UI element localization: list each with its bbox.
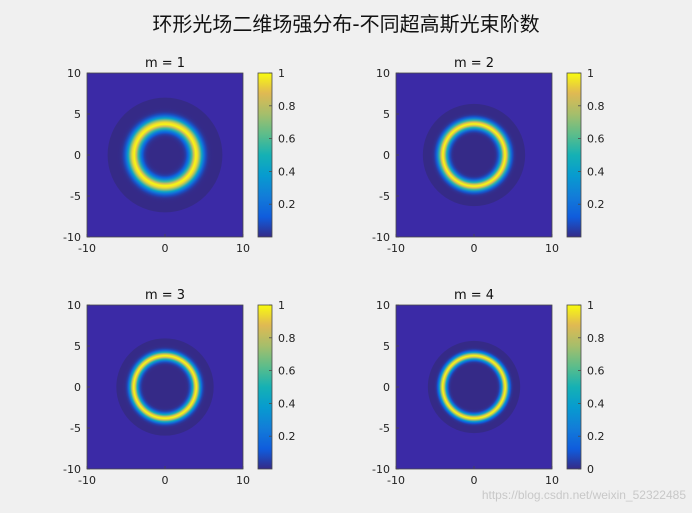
y-tick-label: 5 (383, 108, 390, 121)
y-tick-label: 5 (74, 340, 81, 353)
y-tick-label: 5 (74, 108, 81, 121)
colorbar-tick-label: 0.8 (587, 332, 605, 345)
colorbar-tick-label: 1 (278, 67, 285, 80)
colorbar-tick-label: 0.8 (587, 100, 605, 113)
ring-intensity-mark (116, 338, 214, 436)
y-tick-label: -5 (70, 190, 81, 203)
x-tick-label: -10 (78, 242, 96, 255)
y-tick-label: -10 (63, 463, 81, 476)
colorbar (257, 304, 273, 470)
colorbar-tick-label: 0.6 (587, 365, 605, 378)
ring-intensity-mark (427, 340, 521, 434)
colorbar-tick-label: 0.2 (278, 430, 296, 443)
ring-intensity-mark (422, 103, 526, 207)
figure-title: 环形光场二维场强分布-不同超高斯光束阶数 (152, 12, 539, 36)
y-tick-label: 10 (376, 299, 390, 312)
subplot-title: m = 3 (145, 288, 185, 303)
colorbar-tick-label: 0.2 (587, 430, 605, 443)
y-tick-label: 0 (74, 149, 81, 162)
x-tick-label: 10 (545, 474, 559, 487)
ring-intensity-mark (107, 97, 223, 213)
y-tick-label: -5 (379, 190, 390, 203)
colorbar-tick-label: 0.8 (278, 100, 296, 113)
colorbar-tick-label: 0.4 (278, 397, 296, 410)
x-tick-label: 0 (471, 242, 478, 255)
x-tick-label: -10 (78, 474, 96, 487)
colorbar-tick-label: 0.4 (587, 397, 605, 410)
y-tick-label: -10 (372, 231, 390, 244)
colorbar (566, 72, 582, 238)
subplot-2: m = 2 -10 0 10 10 5 0 -5 -10 1 0.8 0.6 0.4 0.2 (372, 56, 604, 255)
colorbar (566, 304, 582, 470)
x-tick-label: 0 (162, 474, 169, 487)
colorbar-tick-label: 0 (587, 463, 594, 476)
subplot-1: m = 1 -10 0 10 10 5 0 -5 -10 1 0.8 0.6 0.4 0.2 (63, 56, 295, 255)
colorbar-tick-label: 1 (278, 299, 285, 312)
x-tick-label: -10 (387, 474, 405, 487)
y-tick-label: -5 (70, 422, 81, 435)
x-tick-label: -10 (387, 242, 405, 255)
y-tick-label: -5 (379, 422, 390, 435)
subplot-4: m = 4 -10 0 10 10 5 0 -5 -10 1 0.8 0.6 0.4 0.2 0 (372, 288, 604, 487)
colorbar-tick-label: 0.4 (278, 165, 296, 178)
x-tick-label: 10 (236, 242, 250, 255)
y-tick-label: 10 (376, 67, 390, 80)
subplot-title: m = 1 (145, 56, 185, 71)
y-tick-label: 10 (67, 67, 81, 80)
y-tick-label: 0 (74, 381, 81, 394)
x-tick-label: 0 (162, 242, 169, 255)
x-tick-label: 10 (236, 474, 250, 487)
subplot-3: m = 3 -10 0 10 10 5 0 -5 -10 1 0.8 0.6 0.4 0.2 (63, 288, 295, 487)
watermark-text: https://blog.csdn.net/weixin_52322485 (482, 488, 686, 502)
subplot-title: m = 2 (454, 56, 494, 71)
colorbar-tick-label: 1 (587, 299, 594, 312)
y-tick-label: 10 (67, 299, 81, 312)
x-tick-label: 10 (545, 242, 559, 255)
x-tick-label: 0 (471, 474, 478, 487)
colorbar-tick-label: 0.8 (278, 332, 296, 345)
y-tick-label: 0 (383, 381, 390, 394)
colorbar-tick-label: 0.6 (587, 133, 605, 146)
y-tick-label: 0 (383, 149, 390, 162)
colorbar-tick-label: 0.6 (278, 133, 296, 146)
subplot-title: m = 4 (454, 288, 494, 303)
colorbar-tick-label: 0.2 (587, 198, 605, 211)
colorbar-tick-label: 0.6 (278, 365, 296, 378)
colorbar-tick-label: 1 (587, 67, 594, 80)
colorbar-tick-label: 0.4 (587, 165, 605, 178)
y-tick-label: -10 (63, 231, 81, 244)
colorbar-tick-label: 0.2 (278, 198, 296, 211)
y-tick-label: 5 (383, 340, 390, 353)
colorbar (257, 72, 273, 238)
y-tick-label: -10 (372, 463, 390, 476)
